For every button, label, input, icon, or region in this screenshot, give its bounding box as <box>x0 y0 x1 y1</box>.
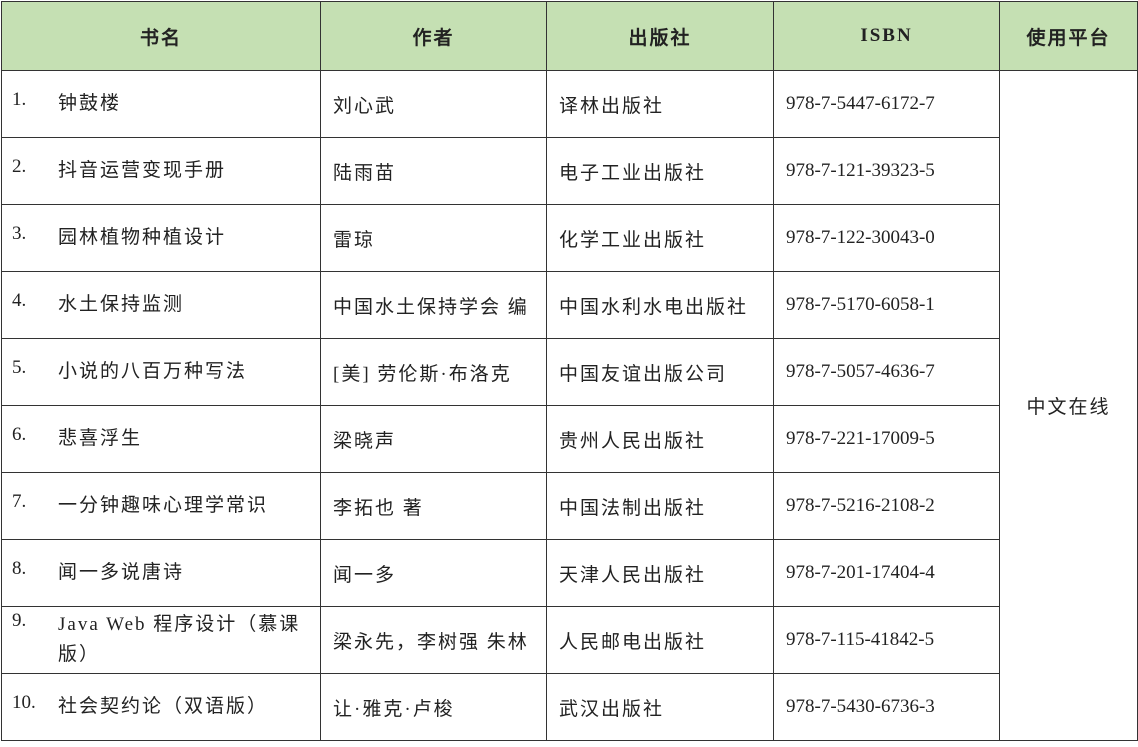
header-publisher: 出版社 <box>546 1 774 71</box>
title-cell: 4. 水土保持监测 <box>1 271 321 339</box>
title-cell: 3. 园林植物种植设计 <box>1 204 321 272</box>
book-title: 抖音运营变现手册 <box>58 160 227 181</box>
book-title: 水土保持监测 <box>58 294 185 315</box>
title-cell: 8. 闻一多说唐诗 <box>1 539 321 607</box>
table-row: 6. 悲喜浮生 梁晓声 贵州人民出版社 978-7-221-17009-5 <box>1 405 1138 473</box>
table-row: 2. 抖音运营变现手册 陆雨苗 电子工业出版社 978-7-121-39323-5 <box>1 137 1138 205</box>
row-number: 3. <box>12 223 27 244</box>
publisher-cell: 中国法制出版社 <box>546 472 774 540</box>
title-cell: 6. 悲喜浮生 <box>1 405 321 473</box>
author-cell: 让·雅克·卢梭 <box>320 673 547 741</box>
isbn-cell: 978-7-201-17404-4 <box>773 539 1000 607</box>
title-cell: 5. 小说的八百万种写法 <box>1 338 321 406</box>
row-number: 8. <box>12 558 27 579</box>
isbn-cell: 978-7-5430-6736-3 <box>773 673 1000 741</box>
isbn-cell: 978-7-221-17009-5 <box>773 405 1000 473</box>
publisher-cell: 中国友谊出版公司 <box>546 338 774 406</box>
author-cell: 闻一多 <box>320 539 547 607</box>
author-cell: 李拓也 著 <box>320 472 547 540</box>
author-cell: 陆雨苗 <box>320 137 547 205</box>
row-number: 4. <box>12 290 27 311</box>
author-cell: 雷琼 <box>320 204 547 272</box>
row-number: 5. <box>12 357 27 378</box>
isbn-cell: 978-7-115-41842-5 <box>773 606 1000 674</box>
title-cell: 10. 社会契约论（双语版） <box>1 673 321 741</box>
isbn-cell: 978-7-5057-4636-7 <box>773 338 1000 406</box>
book-title: 闻一多说唐诗 <box>58 562 185 583</box>
header-platform: 使用平台 <box>999 1 1138 71</box>
book-title: 钟鼓楼 <box>58 93 122 114</box>
row-number: 6. <box>12 424 27 445</box>
book-title: 园林植物种植设计 <box>58 227 227 248</box>
isbn-cell: 978-7-122-30043-0 <box>773 204 1000 272</box>
publisher-cell: 电子工业出版社 <box>546 137 774 205</box>
table-row: 10. 社会契约论（双语版） 让·雅克·卢梭 武汉出版社 978-7-5430-6… <box>1 673 1138 741</box>
row-number: 1. <box>12 89 27 110</box>
book-title: 社会契约论（双语版） <box>58 696 269 717</box>
table-row: 9. Java Web 程序设计（慕课版） 梁永先，李树强 朱林 人民邮电出版社 … <box>1 606 1138 674</box>
isbn-cell: 978-7-121-39323-5 <box>773 137 1000 205</box>
author-cell: 梁晓声 <box>320 405 547 473</box>
isbn-cell: 978-7-5447-6172-7 <box>773 70 1000 138</box>
row-number: 7. <box>12 491 27 512</box>
table-row: 5. 小说的八百万种写法 [美] 劳伦斯·布洛克 中国友谊出版公司 978-7-5… <box>1 338 1138 406</box>
publisher-cell: 译林出版社 <box>546 70 774 138</box>
header-row: 书名 作者 出版社 ISBN 使用平台 <box>1 1 1138 71</box>
publisher-cell: 武汉出版社 <box>546 673 774 741</box>
author-cell: 刘心武 <box>320 70 547 138</box>
title-cell: 9. Java Web 程序设计（慕课版） <box>1 606 321 674</box>
row-number: 2. <box>12 156 27 177</box>
publisher-cell: 贵州人民出版社 <box>546 405 774 473</box>
publisher-cell: 天津人民出版社 <box>546 539 774 607</box>
title-cell: 2. 抖音运营变现手册 <box>1 137 321 205</box>
author-cell: [美] 劳伦斯·布洛克 <box>320 338 547 406</box>
title-cell: 7. 一分钟趣味心理学常识 <box>1 472 321 540</box>
isbn-cell: 978-7-5216-2108-2 <box>773 472 1000 540</box>
publisher-cell: 人民邮电出版社 <box>546 606 774 674</box>
publisher-cell: 化学工业出版社 <box>546 204 774 272</box>
book-title: 小说的八百万种写法 <box>58 361 248 382</box>
book-title: 悲喜浮生 <box>58 428 143 449</box>
table-row: 1. 钟鼓楼 刘心武 译林出版社 978-7-5447-6172-7 中文在线 <box>1 70 1138 741</box>
author-cell: 中国水土保持学会 编 <box>320 271 547 339</box>
header-title: 书名 <box>1 1 321 71</box>
book-title: 一分钟趣味心理学常识 <box>58 495 269 516</box>
isbn-cell: 978-7-5170-6058-1 <box>773 271 1000 339</box>
table-row: 8. 闻一多说唐诗 闻一多 天津人民出版社 978-7-201-17404-4 <box>1 539 1138 607</box>
table-row: 3. 园林植物种植设计 雷琼 化学工业出版社 978-7-122-30043-0 <box>1 204 1138 272</box>
table-row: 7. 一分钟趣味心理学常识 李拓也 著 中国法制出版社 978-7-5216-21… <box>1 472 1138 540</box>
book-title: Java Web 程序设计（慕课版） <box>58 614 301 665</box>
publisher-cell: 中国水利水电出版社 <box>546 271 774 339</box>
row-number: 10. <box>12 692 36 713</box>
header-author: 作者 <box>320 1 547 71</box>
header-isbn: ISBN <box>773 1 1000 71</box>
author-cell: 梁永先，李树强 朱林 <box>320 606 547 674</box>
platform-cell: 中文在线 <box>999 70 1138 741</box>
row-number: 9. <box>12 610 27 631</box>
title-cell: 1. 钟鼓楼 <box>1 70 321 138</box>
table-row: 4. 水土保持监测 中国水土保持学会 编 中国水利水电出版社 978-7-5170… <box>1 271 1138 339</box>
